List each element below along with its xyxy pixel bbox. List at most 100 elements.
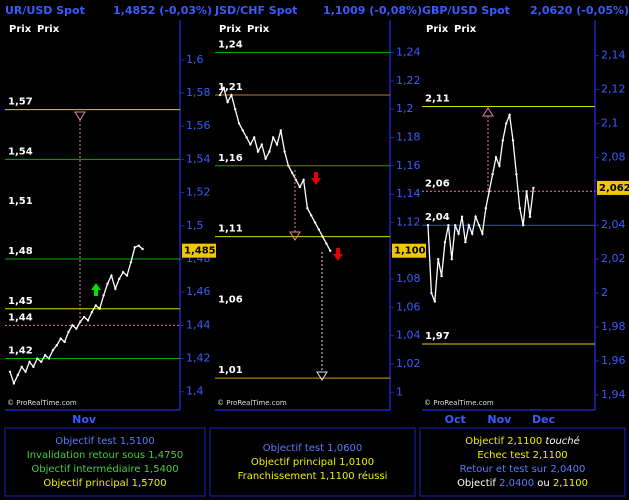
price-point [47,357,51,360]
price-point [20,365,23,369]
down-arrow [311,172,321,185]
price-point [125,274,129,277]
watermark: © ProRealTime.com [424,399,494,407]
y-tick-label: 1,46 [186,285,211,298]
note-line: Objectif test 1,5100 [55,436,154,447]
annotations [74,107,494,381]
price-point [525,190,528,193]
price-point [515,173,518,176]
price-point [437,257,440,261]
column-label: Prix [9,24,32,35]
price-point [287,164,290,167]
price-point [102,294,105,297]
price-point [291,171,294,175]
price-point [12,382,16,385]
note-line: Franchissement 1,1100 réussi [238,470,388,482]
level-label: 1,45 [8,296,33,307]
price-point [275,143,279,146]
price-point [141,247,144,251]
price-point [59,337,62,340]
note-line: Echec test 2,1100 [477,450,567,461]
y-tick-label: 2,02 [601,252,626,265]
y-tick-label: 1,98 [601,320,626,333]
price-point [440,274,443,278]
target-triangle [289,231,301,241]
level-label: 1,51 [8,196,33,207]
price-point [245,136,248,139]
y-tick-label: 1,42 [186,352,211,365]
price-point [471,232,474,235]
chart-title: GBP/USD Spot [422,4,510,17]
price-point [24,370,27,374]
price-line [427,112,535,302]
price-point [454,224,457,227]
price-point [283,150,286,153]
note-line: Objectif 2,1100 touché [465,435,580,447]
price-point [474,215,477,218]
y-tick-label: 1,54 [186,152,211,165]
y-tick-label: 1,6 [186,53,204,66]
notes-box [419,427,626,497]
y-tick-label: 1,44 [186,318,211,331]
column-label: Prix [454,24,477,35]
price-point [460,215,464,218]
price-point [329,249,332,252]
target-triangle [316,371,328,381]
watermark: © ProRealTime.com [217,399,287,407]
price-point [226,100,229,104]
price-point [51,349,55,352]
y-tick-label: 1,56 [186,119,211,132]
price-point [279,129,282,132]
y-tick-label: 2,08 [601,150,626,163]
price-point [467,224,470,227]
price-point [98,307,101,310]
note-line: Objectif principal 1,5700 [43,478,166,489]
price-point [260,143,263,146]
price-point [94,304,98,307]
note-text: Objectif 2,1100 [465,436,545,447]
y-tick-label: 1,58 [186,86,211,99]
price-point [532,186,535,190]
price-point [40,360,43,364]
chart-subtitle: 2,0620 (-0,05%) [530,4,629,17]
price-point [86,319,90,322]
price-point [43,354,47,357]
x-tick-label: Nov [72,413,97,426]
price-point [110,274,113,277]
price-point [268,150,271,153]
price-point [8,370,12,374]
y-tick-label: 1,08 [396,272,421,285]
chart-title: UR/USD Spot [5,4,85,17]
price-point [426,224,430,227]
price-point [16,373,19,377]
price-point [464,240,467,244]
price-line [219,86,331,252]
price-point [253,136,256,139]
chart-subtitle: 1,1009 (-0,08%) [323,4,422,17]
level-label: 1,48 [8,246,33,257]
watermark: © ProRealTime.com [7,399,77,407]
price-point [484,207,487,210]
price-point [133,246,136,249]
note-line: Objectif principal 1,0100 [251,457,374,468]
price-point [32,365,35,369]
last-price-box [392,243,426,258]
level-label: 1,57 [8,97,33,108]
price-point [528,215,532,218]
price-point [306,207,309,210]
note-text: Objectif test 1,5100 [55,436,154,447]
price-point [114,287,117,291]
note-text: Objectif principal 1,0100 [251,457,374,468]
level-label: 1,44 [8,312,33,323]
note-text: Echec test 2,1100 [477,450,567,461]
price-point [317,228,320,231]
price-point [498,164,501,168]
y-tick-label: 1,5 [186,219,204,232]
note-line: Retour et test sur 2,0400 [460,464,586,475]
price-point [129,261,133,264]
y-tick-label: 1,94 [601,388,626,401]
chart-subtitle: 1,4852 (-0,03%) [113,4,212,17]
note-line: Invalidation retour sous 1,4750 [27,450,183,461]
note-text: touché [545,435,579,447]
